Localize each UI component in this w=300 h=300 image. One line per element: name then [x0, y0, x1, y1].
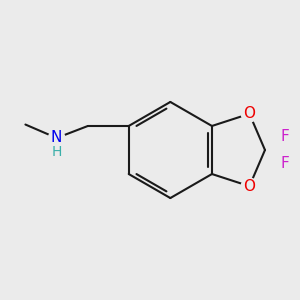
Circle shape: [241, 106, 258, 122]
Text: F: F: [280, 129, 289, 144]
Text: O: O: [243, 106, 255, 121]
Circle shape: [49, 130, 65, 146]
Text: O: O: [243, 179, 255, 194]
Text: H: H: [52, 146, 62, 159]
Text: N: N: [51, 130, 62, 146]
Text: F: F: [280, 156, 289, 171]
Circle shape: [241, 178, 258, 194]
